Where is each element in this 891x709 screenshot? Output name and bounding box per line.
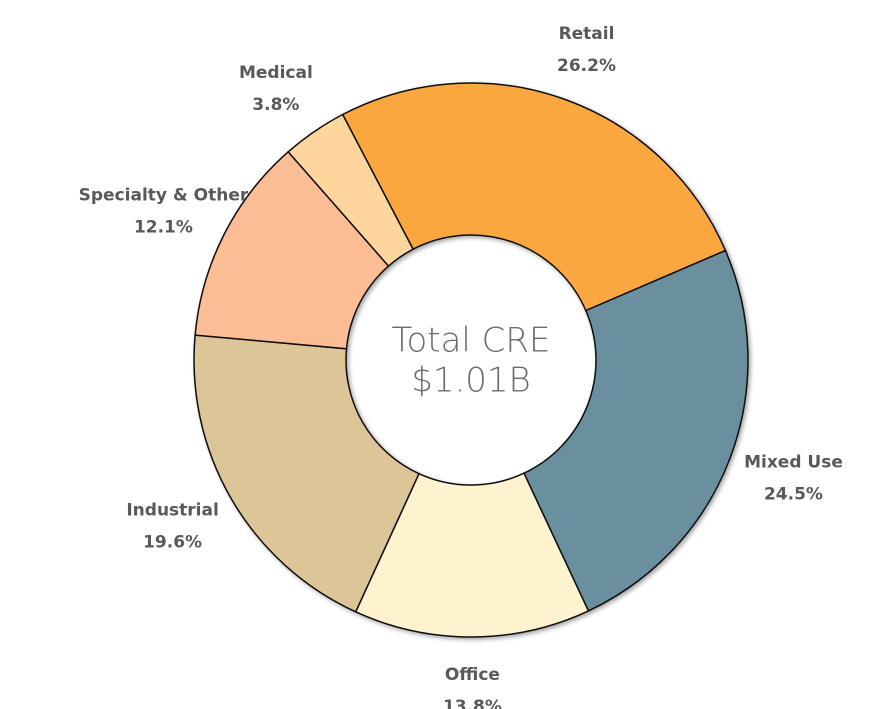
slice (341, 82, 727, 312)
slice-label: Medical (239, 63, 313, 83)
value-label: 24.5% (764, 484, 823, 504)
center-label: $1.01B (411, 361, 531, 401)
slice (522, 249, 749, 612)
slice-label: Retail (559, 24, 615, 44)
slice (193, 334, 420, 613)
value-label: 3.8% (252, 95, 299, 115)
slice-label: Mixed Use (744, 452, 843, 472)
center-label: Total CRE (391, 321, 550, 361)
slice (194, 150, 390, 350)
slice-label: Specialty & Other (79, 185, 249, 205)
slice (287, 113, 415, 268)
slice-label: Industrial (126, 501, 218, 521)
slice (354, 472, 590, 638)
value-label: 12.1% (134, 217, 193, 237)
value-label: 13.8% (443, 697, 502, 709)
slice-label: Office (445, 665, 500, 685)
value-label: 19.6% (143, 533, 202, 553)
donut (193, 82, 749, 638)
value-label: 26.2% (557, 56, 616, 76)
